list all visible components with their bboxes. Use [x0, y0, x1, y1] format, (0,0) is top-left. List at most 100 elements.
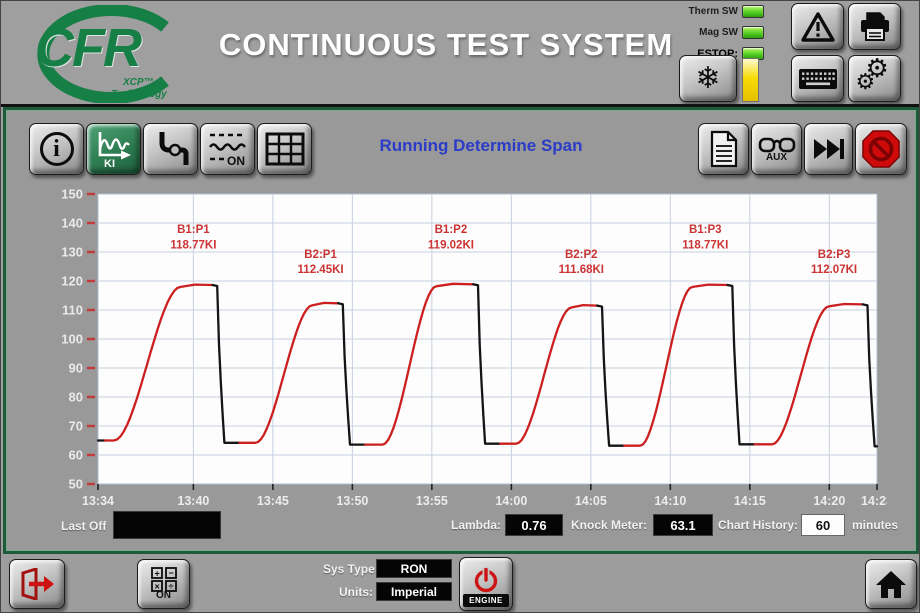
- peak-value-label: 112.07KI: [811, 264, 857, 276]
- trend-line-falling: [472, 283, 502, 445]
- engine-label: ENGINE: [463, 594, 509, 607]
- keyboard-button[interactable]: [791, 55, 844, 102]
- table-grid-icon: [265, 132, 304, 166]
- home-button[interactable]: [865, 559, 917, 609]
- chart-history-unit-label: minutes: [852, 518, 899, 532]
- ki-chart-button[interactable]: KI: [86, 123, 141, 175]
- chart-history-label: Chart History:: [718, 518, 799, 532]
- engine-button[interactable]: ENGINE: [459, 557, 513, 611]
- signal-on-button[interactable]: ON: [200, 123, 255, 175]
- peak-label: B1:P1: [177, 224, 210, 236]
- y-tick: [87, 395, 95, 399]
- calculator-on-button[interactable]: + − × ÷ ON: [137, 559, 190, 609]
- x-tick-label: 13:45: [257, 494, 289, 508]
- x-tick-label: 13:40: [177, 494, 209, 508]
- svg-text:ON: ON: [227, 154, 245, 168]
- wave-on-icon: ON: [208, 133, 246, 168]
- y-tick: [87, 337, 95, 341]
- therm-sw-led: [742, 5, 764, 18]
- x-tick-label: 14:10: [654, 494, 686, 508]
- units-value-box: Imperial: [376, 582, 452, 601]
- trend-line-rising: [499, 303, 599, 445]
- trend-line-falling: [211, 283, 241, 444]
- y-tick: [87, 482, 95, 486]
- peak-label: B1:P2: [435, 224, 468, 236]
- y-tick: [87, 424, 95, 428]
- indicator-mag-sw: Mag SW: [686, 25, 764, 40]
- y-tick-label: 140: [61, 216, 83, 231]
- logo-subtext-technology: Technology: [111, 89, 167, 100]
- run-status-text: Running Determine Span: [379, 136, 583, 155]
- info-button[interactable]: i: [29, 123, 84, 175]
- level-gauge: [742, 58, 759, 102]
- sys-type-value-box: RON: [376, 559, 452, 578]
- trend-line-falling: [336, 302, 367, 446]
- trend-line-falling: [861, 303, 879, 448]
- y-tick-label: 90: [69, 361, 83, 376]
- trend-line-rising: [753, 302, 864, 446]
- printer-icon: [860, 11, 889, 41]
- logo-subtext-xcp: XCP™: [123, 77, 154, 88]
- y-tick-label: 110: [62, 303, 83, 318]
- lambda-label: Lambda:: [451, 518, 502, 532]
- peak-label: B2:P3: [818, 249, 851, 261]
- peak-value-label: 119.02KI: [428, 240, 474, 252]
- print-button[interactable]: [848, 3, 901, 50]
- y-tick-label: 130: [61, 245, 83, 260]
- indicator-therm-sw: Therm SW: [686, 4, 764, 19]
- skip-button[interactable]: [804, 123, 853, 175]
- goggles-icon: [758, 137, 795, 153]
- trend-line-falling: [596, 304, 626, 447]
- calc-on-label: ON: [156, 590, 171, 601]
- x-tick-label: 14:20: [813, 494, 845, 508]
- trend-line-rising: [104, 283, 214, 442]
- y-tick: [87, 250, 95, 254]
- trend-chart: 50 60 70 80 90 100 110 120 130 140 150 13:34 13:40 13…: [61, 187, 887, 509]
- mag-sw-led: [742, 26, 764, 39]
- sys-type-label: Sys Type:: [323, 562, 379, 576]
- calculator-keypad-icon: + − × ÷: [150, 567, 177, 592]
- aux-button[interactable]: AUX: [751, 123, 802, 175]
- trend-line-rising: [623, 283, 729, 447]
- y-tick: [87, 279, 95, 283]
- exit-button[interactable]: [9, 559, 65, 609]
- logo-text: CFR: [35, 18, 142, 78]
- bottom-bar: + − × ÷ ON Sys Type: RON Units: Imperial…: [1, 554, 919, 612]
- stop-prohibited-icon: [862, 130, 900, 168]
- header-divider: [1, 104, 919, 107]
- aux-label: AUX: [765, 152, 788, 163]
- chart-history-input[interactable]: 60: [801, 514, 845, 536]
- settings-button[interactable]: ⚙ ⚙: [848, 52, 901, 102]
- cooling-button[interactable]: ❄: [679, 55, 737, 102]
- alarms-button[interactable]: [791, 3, 844, 50]
- svg-text:−: −: [168, 568, 173, 578]
- y-tick: [87, 221, 95, 225]
- y-tick: [87, 192, 95, 196]
- data-table-button[interactable]: [257, 123, 312, 175]
- report-button[interactable]: [698, 123, 749, 175]
- y-tick: [87, 308, 95, 312]
- engine-power-icon: [474, 567, 498, 593]
- pipe-valve-icon: [159, 132, 188, 165]
- stop-button[interactable]: [855, 123, 907, 175]
- gears-icon: ⚙ ⚙: [855, 52, 889, 94]
- y-tick: [87, 366, 95, 370]
- mag-sw-label: Mag SW: [699, 27, 738, 38]
- y-tick-label: 100: [61, 332, 83, 347]
- last-off-label: Last Off: [61, 519, 107, 533]
- page-title: CONTINUOUS TEST SYSTEM: [218, 27, 674, 62]
- cfr-logo-ring-icon: [37, 4, 169, 104]
- y-tick: [87, 453, 95, 457]
- svg-text:×: ×: [154, 582, 159, 592]
- peak-value-label: 111.68KI: [559, 264, 604, 276]
- flow-diagram-button[interactable]: [143, 123, 198, 175]
- trend-line-rising: [238, 301, 340, 444]
- y-tick-label: 50: [69, 477, 83, 492]
- y-tick-label: 80: [69, 390, 83, 405]
- keyboard-icon: [798, 68, 837, 89]
- y-tick-label: 60: [69, 448, 83, 463]
- header: CFR XCP™ Technology CONTINUOUS TEST SYST…: [1, 1, 919, 107]
- knock-meter-value-box: 63.1: [653, 514, 713, 536]
- y-tick-label: 120: [61, 274, 83, 289]
- therm-sw-label: Therm SW: [688, 6, 738, 17]
